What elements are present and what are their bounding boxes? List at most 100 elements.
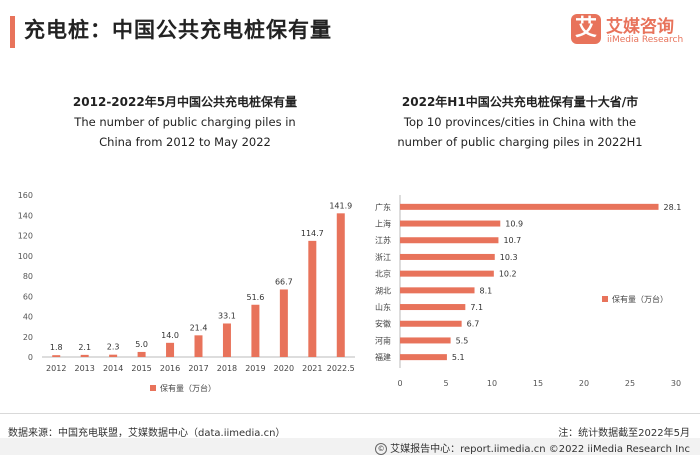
x-tick-label: 2020: [274, 364, 294, 373]
y-tick-label: 80: [23, 272, 33, 281]
x-tick-label: 2021: [302, 364, 322, 373]
bar: [251, 304, 260, 357]
logo-name-cn: 艾媒咨询: [606, 17, 674, 37]
x-tick-label: 2019: [245, 364, 265, 373]
bar-value-label: 10.2: [499, 270, 517, 279]
y-tick-label: 160: [18, 191, 33, 200]
bar-value-label: 5.0: [135, 340, 148, 349]
y-tick-label: 0: [28, 353, 33, 362]
y-tick-label: 浙江: [375, 252, 391, 262]
bar-value-label: 2.3: [107, 343, 120, 352]
y-tick-label: 60: [23, 292, 33, 301]
y-tick-label: 北京: [375, 269, 391, 279]
y-tick-label: 湖北: [375, 286, 391, 295]
x-tick-label: 15: [533, 379, 543, 388]
y-tick-label: 40: [23, 313, 33, 322]
x-tick-label: 2012: [46, 364, 66, 373]
x-tick-label: 10: [487, 379, 497, 388]
bar: [279, 289, 288, 357]
bar-value-label: 10.7: [503, 236, 521, 245]
left-chart-title-en-2: China from 2012 to May 2022: [99, 135, 271, 149]
x-tick-label: 2018: [217, 364, 237, 373]
bar-value-label: 28.1: [664, 203, 682, 212]
bar-value-label: 6.7: [467, 320, 480, 329]
footer-copyright: © 艾媒报告中心：report.iimedia.cn ©2022 iiMedia …: [375, 440, 690, 455]
bar: [400, 354, 447, 361]
x-tick-label: 2014: [103, 364, 123, 373]
bar: [336, 213, 345, 357]
legend-swatch: [150, 385, 156, 391]
logo-mark: 艾: [571, 14, 601, 44]
y-tick-label: 福建: [375, 352, 391, 362]
bar: [222, 323, 231, 357]
bar: [400, 304, 466, 311]
bar-value-label: 5.1: [452, 353, 465, 362]
y-tick-label: 100: [18, 252, 33, 261]
bar: [308, 240, 317, 357]
x-tick-label: 20: [579, 379, 589, 388]
right-bar-chart: 广东 28.1 上海 10.9 江苏 10.7 浙江 10.3 北京 10.2 湖北 8.1 山东 7.1…: [375, 195, 682, 388]
y-tick-label: 广东: [375, 202, 391, 212]
x-tick-label: 25: [625, 379, 635, 388]
bar-value-label: 1.8: [50, 343, 63, 352]
y-tick-label: 140: [18, 211, 33, 220]
y-tick-label: 河南: [375, 335, 391, 345]
right-chart-title-en-1: Top 10 provinces/cities in China with th…: [403, 115, 637, 129]
bar: [400, 253, 495, 260]
bar: [137, 351, 146, 357]
bar-value-label: 7.1: [470, 303, 483, 312]
left-chart-title-cn: 2012-2022年5月中国公共充电桩保有量: [72, 95, 298, 109]
x-tick-label: 5: [443, 379, 448, 388]
bar: [400, 320, 462, 327]
bar: [400, 270, 494, 277]
bar: [400, 337, 451, 344]
data-note: 注：统计数据截至2022年5月: [558, 428, 690, 439]
bar: [52, 355, 61, 357]
bar: [400, 287, 475, 294]
footer-bar: [0, 438, 700, 455]
left-bar-chart: 0 20 40 60 80 100 120 140 160 1.8 2012 2.1 2013 2.3 20…: [18, 191, 355, 393]
bar-value-label: 21.4: [190, 323, 208, 332]
page-title: 充电桩：中国公共充电桩保有量: [24, 18, 332, 42]
bar-value-label: 51.6: [247, 293, 265, 302]
bar-value-label: 114.7: [301, 229, 324, 238]
right-chart-title-en-2: number of public charging piles in 2022H…: [397, 135, 643, 149]
bar: [80, 354, 89, 357]
copyright-icon: ©: [375, 443, 388, 455]
y-tick-label: 120: [18, 232, 33, 241]
bar: [166, 342, 175, 357]
right-chart-title-cn: 2022年H1中国公共充电桩保有量十大省/市: [401, 95, 639, 109]
bar: [194, 335, 203, 357]
y-tick-label: 山东: [375, 302, 391, 312]
x-tick-label: 2013: [75, 364, 95, 373]
left-chart-title-en-1: The number of public charging piles in: [74, 115, 296, 129]
bar-value-label: 8.1: [480, 286, 493, 295]
legend-label: 保有量（万台）: [160, 383, 216, 393]
y-tick-label: 安徽: [375, 319, 391, 329]
footer-copyright-text: 艾媒报告中心：report.iimedia.cn ©2022 iiMedia R…: [390, 444, 690, 455]
bar-value-label: 10.9: [505, 220, 523, 229]
x-tick-label: 2022.5: [327, 364, 355, 373]
bar: [400, 220, 501, 227]
right-chart-title: 2022年H1中国公共充电桩保有量十大省/市 Top 10 provinces/…: [370, 92, 670, 152]
bar-value-label: 66.7: [275, 277, 293, 286]
bar-value-label: 5.5: [456, 336, 469, 345]
x-tick-label: 30: [671, 379, 681, 388]
x-tick-label: 2017: [188, 364, 208, 373]
bar-value-label: 141.9: [329, 201, 352, 210]
bar: [400, 237, 499, 244]
x-tick-label: 2016: [160, 364, 180, 373]
title-accent-bar: [10, 16, 15, 48]
bar-value-label: 14.0: [161, 331, 179, 340]
x-tick-label: 2015: [131, 364, 151, 373]
bar: [109, 354, 118, 357]
legend-label: 保有量（万台）: [612, 294, 668, 304]
y-tick-label: 江苏: [375, 235, 391, 245]
bar: [400, 203, 659, 210]
y-tick-label: 20: [23, 333, 33, 342]
data-source: 数据来源：中国充电联盟，艾媒数据中心（data.iimedia.cn）: [8, 428, 286, 439]
bar-value-label: 33.1: [218, 311, 236, 320]
left-chart-title: 2012-2022年5月中国公共充电桩保有量 The number of pub…: [40, 92, 330, 152]
bar-value-label: 10.3: [500, 253, 518, 262]
x-tick-label: 0: [397, 379, 402, 388]
